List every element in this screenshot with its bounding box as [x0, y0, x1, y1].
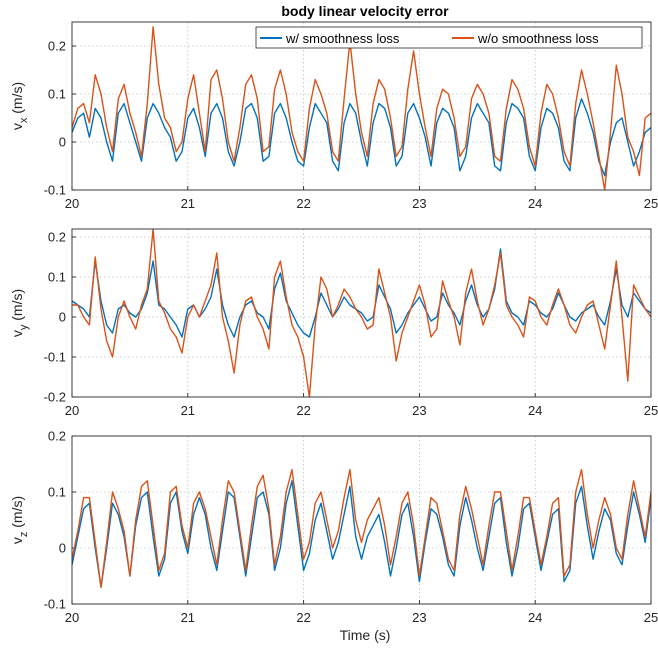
x-tick-label: 20 — [65, 403, 79, 418]
chart-title: body linear velocity error — [281, 3, 449, 19]
x-tick-label: 23 — [412, 610, 426, 625]
y-tick-label: 0 — [59, 135, 66, 150]
y-tick-label: 0 — [59, 310, 66, 325]
y-axis-label-sub: z — [18, 532, 30, 538]
x-tick-label: 24 — [528, 403, 542, 418]
y-axis-label-unit: (m/s) — [9, 496, 25, 532]
y-axis-label-main: v — [9, 123, 25, 130]
y-axis-label: vz (m/s) — [9, 496, 30, 544]
x-tick-label: 25 — [644, 403, 658, 418]
x-tick-label: 21 — [181, 610, 195, 625]
series-line-with-smoothness-z — [72, 480, 651, 588]
x-tick-label: 22 — [296, 403, 310, 418]
y-axis-label-unit: (m/s) — [9, 82, 25, 118]
x-tick-label: 23 — [412, 196, 426, 211]
y-axis-label: vx (m/s) — [9, 82, 30, 130]
subplot-z: 20 21 22 23 24 25 -0.1 0 0.1 0.2 vz (m/s) — [9, 429, 658, 626]
y-axis-label: vy (m/s) — [9, 289, 30, 337]
x-tick-label: 20 — [65, 196, 79, 211]
y-axis-label-sub: x — [18, 117, 30, 123]
subplot-y: 20 21 22 23 24 25 -0.2 -0.1 0 0.1 0.2 vy (m/s) — [9, 228, 658, 418]
x-tick-label: 25 — [644, 196, 658, 211]
x-tick-label: 22 — [296, 610, 310, 625]
series-line-with-smoothness-x — [72, 98, 651, 177]
legend-box — [255, 26, 643, 49]
axes-frame — [71, 228, 652, 398]
subplot-x: 20 21 22 23 24 25 -0.1 0 0.1 0.2 vx (m/s) — [9, 21, 658, 211]
y-axis-label-unit: (m/s) — [9, 289, 25, 325]
x-tick-label: 22 — [296, 196, 310, 211]
x-tick-label: 21 — [181, 196, 195, 211]
subplots-container: 20 21 22 23 24 25-0.100.10.2vx (m/s)20 21 22 23 2… — [9, 21, 658, 626]
y-tick-label: 0.1 — [48, 485, 66, 500]
x-tick-label: 21 — [181, 403, 195, 418]
y-tick-label: -0.1 — [44, 350, 66, 365]
y-tick-label: 0 — [59, 541, 66, 556]
x-tick-label: 24 — [528, 610, 542, 625]
legend: w/ smoothness loss w/o smoothness loss — [255, 26, 643, 49]
legend-label-without-smoothness: w/o smoothness loss — [477, 31, 599, 46]
series-line-without-smoothness-y — [72, 229, 651, 397]
x-tick-label: 20 — [65, 610, 79, 625]
y-tick-label: -0.2 — [44, 390, 66, 405]
axes-frame — [71, 435, 652, 605]
y-axis-label-sub: y — [18, 324, 30, 330]
x-axis-label: Time (s) — [340, 627, 391, 643]
y-axis-label-main: v — [9, 537, 25, 544]
x-tick-label: 24 — [528, 196, 542, 211]
y-tick-label: 0.2 — [48, 230, 66, 245]
series-line-with-smoothness-y — [72, 248, 651, 338]
legend-label-with-smoothness: w/ smoothness loss — [285, 31, 400, 46]
y-tick-label: -0.1 — [44, 597, 66, 612]
y-tick-label: 0.2 — [48, 429, 66, 444]
y-tick-label: -0.1 — [44, 183, 66, 198]
series-line-without-smoothness-x — [72, 26, 651, 190]
series-line-without-smoothness-z — [72, 468, 651, 588]
y-tick-label: 0.1 — [48, 270, 66, 285]
x-tick-label: 25 — [644, 610, 658, 625]
y-axis-label-main: v — [9, 330, 25, 337]
x-tick-label: 23 — [412, 403, 426, 418]
y-tick-label: 0.1 — [48, 87, 66, 102]
y-tick-label: 0.2 — [48, 39, 66, 54]
axes-frame — [71, 21, 652, 191]
